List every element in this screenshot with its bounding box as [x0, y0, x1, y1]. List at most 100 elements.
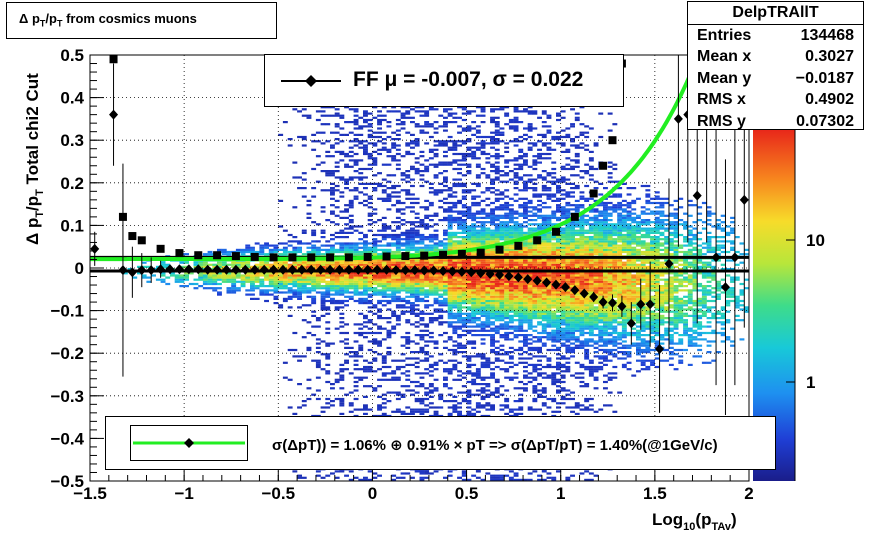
mean-point — [720, 282, 730, 293]
mean-point — [655, 343, 665, 354]
mean-point — [391, 265, 401, 276]
y-axis-title: Δ pT/pT Total chi2 Cut — [23, 73, 46, 245]
mean-point — [551, 279, 561, 290]
mean-point — [419, 265, 429, 276]
sigma-point — [457, 249, 466, 258]
x-tick-label: 0.5 — [455, 484, 479, 503]
fit-legend-label: FF μ = -0.007, σ = 0.022 — [353, 68, 584, 91]
mean-point — [222, 264, 232, 275]
x-tick-label: 1.5 — [643, 484, 667, 503]
mean-point — [664, 258, 674, 269]
mean-point — [174, 264, 184, 275]
y-tick-label: 0.4 — [60, 89, 84, 108]
mean-point — [692, 190, 702, 201]
mean-point — [334, 264, 344, 275]
mean-point — [485, 268, 495, 279]
sigma-point — [401, 252, 410, 261]
sigma-point — [128, 232, 137, 241]
mean-point — [372, 264, 382, 275]
mean-point — [325, 264, 335, 275]
mean-point — [410, 265, 420, 276]
mean-point — [269, 264, 279, 275]
mean-point — [495, 269, 505, 280]
mean-point — [156, 264, 166, 275]
stats-row: RMS x 0.4902 — [697, 91, 854, 109]
sigma-point — [175, 249, 184, 258]
sigma-point — [288, 253, 297, 262]
sigma-point — [552, 227, 561, 236]
mean-point — [240, 264, 250, 275]
x-axis-title: Log10(pTAv) — [652, 510, 737, 533]
sigma-point — [382, 252, 391, 261]
mean-point — [636, 299, 646, 310]
y-tick-label: 0.5 — [60, 46, 84, 65]
mean-point — [542, 277, 552, 288]
mean-point — [400, 265, 410, 276]
mean-point — [532, 275, 542, 286]
x-tick-label: 2 — [744, 484, 753, 503]
mean-point — [617, 301, 627, 312]
sigma-point — [269, 253, 278, 262]
mean-point — [645, 299, 655, 310]
mean-point — [203, 264, 213, 275]
mean-point — [523, 274, 533, 285]
y-tick-label: 0.1 — [60, 216, 84, 235]
mean-point — [513, 272, 523, 283]
mean-point — [259, 264, 269, 275]
x-tick-label: 0 — [368, 484, 377, 503]
mean-point — [165, 264, 175, 275]
axes: −1.5 −1 −0.5 0 0.5 1 1.5 2 −0.5 −0.4 −0.3 −0.2 −0.1 0… — [50, 46, 753, 503]
mean-point — [287, 264, 297, 275]
mean-point — [382, 264, 392, 275]
resolution-legend-sample — [130, 425, 248, 461]
mean-point — [363, 264, 373, 275]
mean-point — [711, 252, 721, 263]
sigma-point — [476, 248, 485, 257]
mean-point — [579, 288, 589, 299]
mean-point — [231, 264, 241, 275]
sigma-point — [420, 251, 429, 260]
mean-point — [306, 264, 316, 275]
mean-point — [127, 267, 137, 278]
mean-point — [457, 266, 467, 277]
sigma-point — [137, 236, 146, 245]
mean-point — [118, 265, 128, 276]
sigma-point — [194, 251, 203, 260]
resolution-legend: σ(ΔpT)) = 1.06% ⊕ 0.91% × pT => σ(ΔpT/pT… — [105, 416, 776, 470]
sigma-point — [344, 253, 353, 262]
sigma-point — [514, 241, 523, 250]
mean-point — [353, 264, 363, 275]
stats-box: DelpTRAllT Entries 134468 Mean x 0.3027 Me… — [687, 1, 864, 130]
sigma-point — [570, 212, 579, 221]
mean-point — [344, 264, 354, 275]
z-tick-label: 1 — [806, 373, 815, 392]
mean-point — [137, 265, 147, 276]
x-tick-label: 1 — [556, 484, 565, 503]
y-tick-label: −0.3 — [50, 387, 84, 406]
mean-point — [626, 318, 636, 329]
sigma-point — [307, 253, 316, 262]
y-tick-label: −0.4 — [50, 429, 84, 448]
stats-row: Mean x 0.3027 — [697, 48, 854, 66]
stats-title: DelpTRAllT — [688, 2, 863, 25]
sigma-point — [118, 212, 127, 221]
mean-point — [146, 265, 156, 276]
sigma-point — [608, 136, 617, 145]
stats-row: Entries 134468 — [697, 27, 854, 44]
mean-point — [438, 265, 448, 276]
chart-title: Δ pT/pT from cosmics muons — [6, 2, 277, 39]
sigma-point — [250, 252, 259, 261]
mean-point — [429, 265, 439, 276]
stats-row: RMS y 0.07302 — [697, 112, 854, 130]
mean-point — [589, 291, 599, 302]
fit-legend: FF μ = -0.007, σ = 0.022 — [264, 54, 624, 107]
x-tick-label: −1.5 — [73, 484, 107, 503]
sigma-point — [495, 245, 504, 254]
mean-point — [278, 264, 288, 275]
y-tick-label: 0.2 — [60, 174, 84, 193]
y-tick-label: −0.1 — [50, 302, 84, 321]
mean-point — [560, 282, 570, 293]
sigma-point — [589, 189, 598, 198]
mean-point — [476, 268, 486, 279]
